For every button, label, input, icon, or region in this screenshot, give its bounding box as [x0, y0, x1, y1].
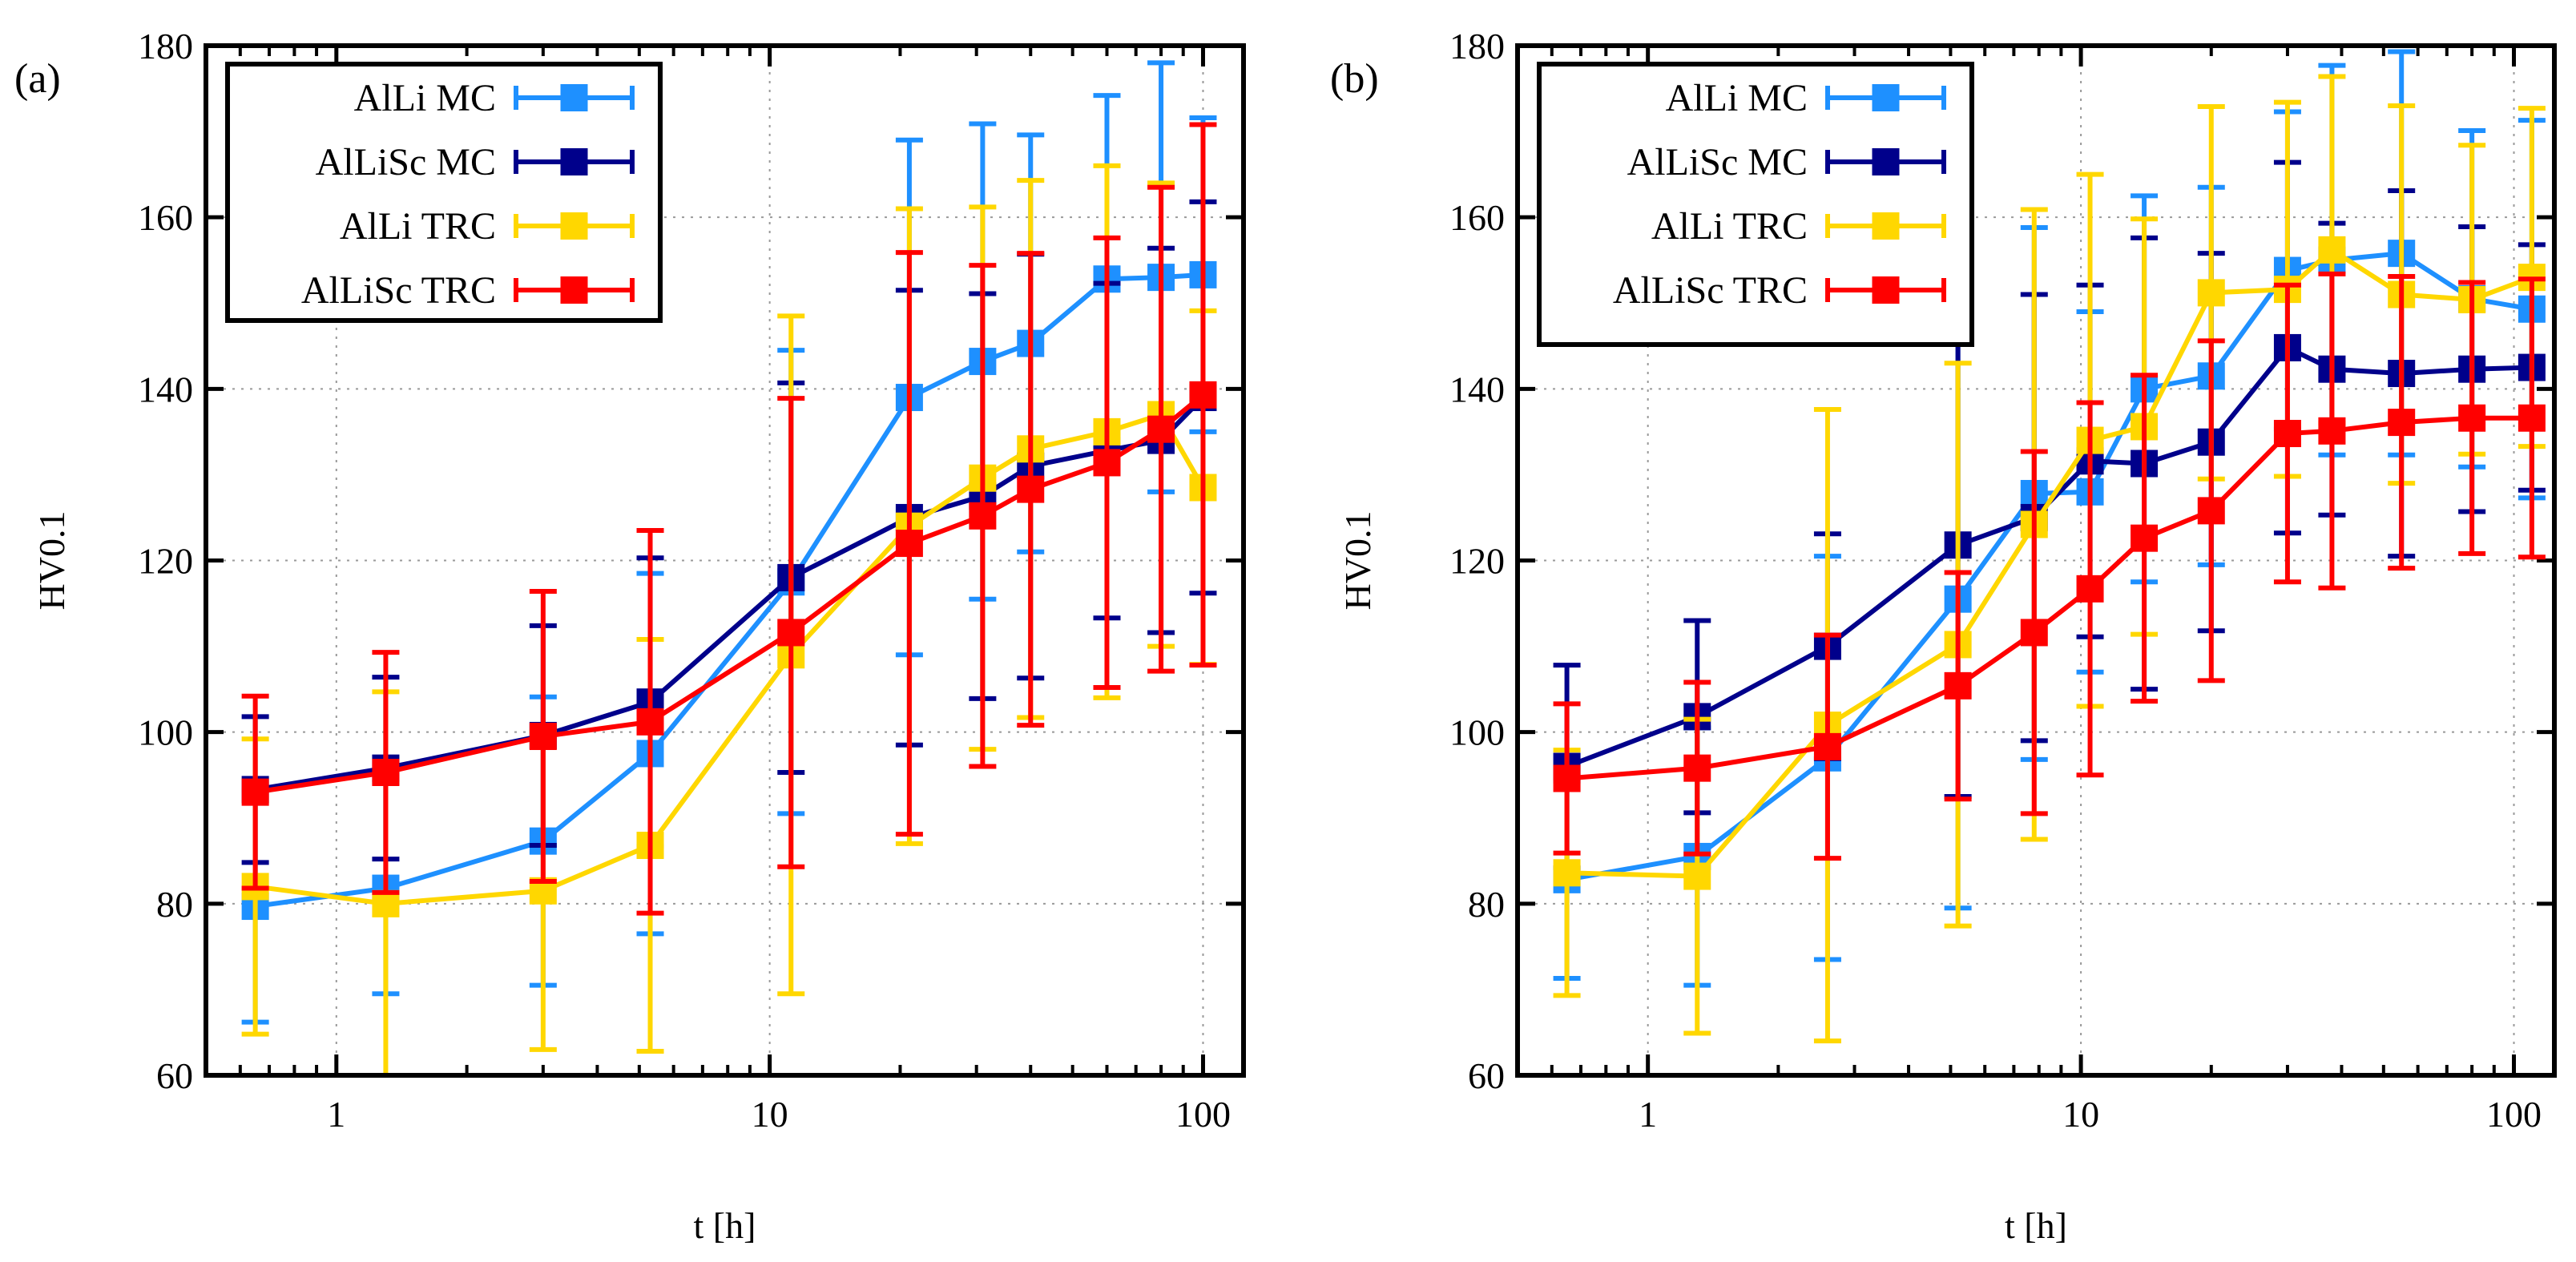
legend-marker	[560, 276, 588, 304]
plot-frame	[1515, 43, 2557, 1078]
data-point	[2318, 417, 2346, 445]
legend-marker	[560, 212, 588, 240]
data-point	[2197, 497, 2225, 525]
x-tick-label: 1	[327, 1094, 345, 1135]
y-tick-label: 60	[156, 1055, 193, 1096]
data-point	[636, 708, 664, 736]
y-axis-label: HV0.1	[1337, 511, 1378, 611]
data-point	[1683, 754, 1711, 782]
x-tick-label: 100	[1175, 1094, 1231, 1135]
y-tick-label: 160	[1449, 197, 1505, 238]
data-point	[969, 502, 997, 530]
panel-label: (a)	[14, 56, 61, 102]
data-point	[241, 778, 269, 806]
data-point	[1553, 764, 1581, 792]
data-point	[1147, 415, 1175, 443]
legend-label: AlLi MC	[354, 77, 496, 119]
y-tick-label: 80	[1468, 884, 1505, 925]
x-tick-label: 100	[2486, 1094, 2542, 1135]
plot-frame	[204, 43, 1246, 1078]
legend-box	[1537, 62, 1974, 347]
legend-marker	[560, 148, 588, 175]
chart-panel-a: 60 80 100 120 140 160 180 1 10 100 AlLi MC AlLiSc M…	[14, 26, 1246, 1246]
series-area	[1553, 49, 2546, 1044]
data-point	[2318, 236, 2346, 264]
data-point	[1017, 475, 1045, 503]
chart-panel-b: 60 80 100 120 140 160 180 1 10 100 AlLi MC AlLiSc M…	[1330, 26, 2557, 1246]
panel-label: (b)	[1330, 56, 1379, 102]
data-point	[777, 619, 805, 647]
x-tick-label: 10	[752, 1094, 788, 1135]
series-allisc-trc	[1553, 271, 2546, 861]
y-tick-label: 60	[1468, 1055, 1505, 1096]
legend-marker	[1872, 148, 1900, 175]
series-area	[241, 60, 1217, 1075]
series-line	[1566, 415, 2532, 781]
series-line	[255, 272, 1203, 909]
legend-label: AlLi MC	[1666, 77, 1808, 119]
series-allisc-trc	[241, 122, 1217, 916]
data-point	[1813, 732, 1841, 760]
legend: AlLi MC AlLiSc MC AlLi TRC AlLiSc TRC	[1537, 62, 1974, 347]
y-tick-label: 140	[1449, 369, 1505, 409]
legend-box	[225, 62, 663, 323]
data-point	[1189, 381, 1217, 409]
data-point	[2020, 619, 2048, 647]
data-point	[2197, 279, 2225, 307]
legend-label: AlLi TRC	[340, 205, 496, 248]
data-point	[895, 530, 923, 558]
data-point	[529, 723, 557, 751]
y-tick-label: 100	[138, 712, 193, 753]
data-point	[2273, 420, 2301, 448]
data-point	[1944, 671, 1972, 700]
data-point	[2458, 404, 2486, 432]
y-tick-label: 180	[138, 26, 193, 67]
y-tick-label: 120	[138, 541, 193, 582]
legend-label: AlLi TRC	[1651, 205, 1808, 248]
x-axis-label: t [h]	[694, 1205, 756, 1246]
data-point	[1553, 859, 1581, 887]
legend: AlLi MC AlLiSc MC AlLi TRC AlLiSc TRC	[225, 62, 663, 323]
y-axis-label: HV0.1	[31, 511, 72, 611]
legend-marker	[1872, 212, 1900, 240]
y-tick-label: 80	[156, 884, 193, 925]
legend-label: AlLiSc TRC	[301, 269, 496, 312]
y-tick-label: 180	[1449, 26, 1505, 67]
data-point	[2131, 524, 2159, 552]
y-tick-label: 120	[1449, 541, 1505, 582]
legend-label: AlLiSc MC	[316, 141, 496, 183]
data-point	[1683, 862, 1711, 890]
x-tick-label: 1	[1639, 1094, 1657, 1135]
x-axis-label: t [h]	[2005, 1205, 2067, 1246]
data-point	[2518, 404, 2546, 432]
series-line	[255, 395, 1205, 792]
y-tick-label: 100	[1449, 712, 1505, 753]
legend-label: AlLiSc TRC	[1613, 269, 1808, 312]
legend-marker	[560, 84, 588, 111]
data-point	[1093, 449, 1121, 477]
y-tick-label: 140	[138, 369, 193, 409]
x-tick-label: 10	[2062, 1094, 2099, 1135]
series-line	[1566, 251, 2533, 882]
data-point	[2076, 575, 2104, 603]
y-tick-label: 160	[138, 197, 193, 238]
data-point	[372, 758, 400, 786]
legend-marker	[1872, 84, 1900, 111]
legend-marker	[1872, 276, 1900, 304]
legend-label: AlLiSc MC	[1627, 141, 1808, 183]
data-point	[2388, 409, 2416, 437]
series-line	[1566, 345, 2532, 769]
